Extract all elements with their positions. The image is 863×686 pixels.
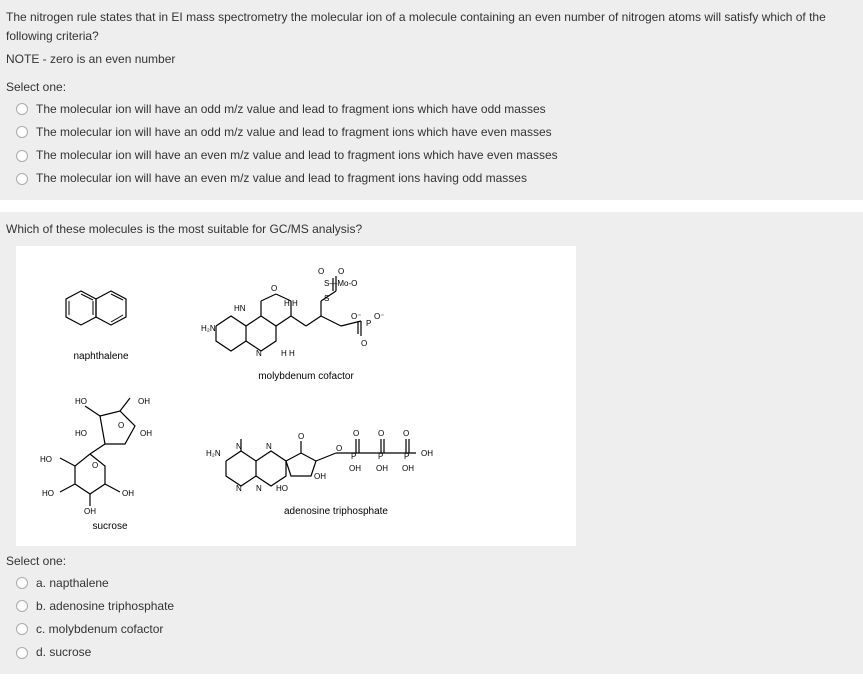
svg-text:O: O: [271, 284, 277, 293]
radio-icon[interactable]: [16, 600, 28, 612]
atp-structure-icon: H₂N N N N N HO OH O O O O O P P P OH OH …: [206, 401, 466, 501]
svg-text:OH: OH: [314, 472, 326, 481]
svg-text:P: P: [351, 452, 356, 461]
q2-option-label: a. napthalene: [36, 574, 109, 593]
svg-text:N: N: [236, 442, 242, 451]
svg-text:O: O: [298, 432, 304, 441]
svg-text:H H: H H: [281, 349, 295, 358]
svg-text:OH: OH: [421, 449, 433, 458]
q1-option-2[interactable]: The molecular ion will have an even m/z …: [6, 144, 857, 167]
svg-text:O: O: [92, 461, 98, 470]
q2-option-c[interactable]: c. molybdenum cofactor: [6, 618, 857, 641]
svg-text:HO: HO: [40, 455, 52, 464]
q1-option-label: The molecular ion will have an odd m/z v…: [36, 100, 546, 119]
molecule-moco: H₂N HN O H H N H H O O S—Mo-O S O⁻ P O⁻ …: [196, 256, 416, 382]
sucrose-label: sucrose: [30, 521, 190, 532]
svg-text:P: P: [404, 452, 409, 461]
svg-text:S: S: [324, 294, 329, 303]
svg-text:OH: OH: [122, 489, 134, 498]
svg-text:P: P: [366, 319, 371, 328]
svg-text:OH: OH: [349, 464, 361, 473]
svg-text:S—Mo-O: S—Mo-O: [324, 279, 357, 288]
svg-text:O: O: [361, 339, 367, 348]
svg-text:O⁻: O⁻: [374, 312, 384, 321]
q1-option-label: The molecular ion will have an even m/z …: [36, 169, 527, 188]
svg-text:HO: HO: [75, 429, 87, 438]
q2-option-label: c. molybdenum cofactor: [36, 620, 163, 639]
radio-icon[interactable]: [16, 647, 28, 659]
svg-text:H H: H H: [284, 299, 298, 308]
atp-label: adenosine triphosphate: [206, 506, 466, 517]
sucrose-structure-icon: HO OH HO OH O HO O HO OH OH: [30, 386, 190, 516]
svg-text:O: O: [353, 429, 359, 438]
radio-icon[interactable]: [16, 623, 28, 635]
radio-icon[interactable]: [16, 150, 28, 162]
q2-option-label: d. sucrose: [36, 643, 91, 662]
svg-text:N: N: [266, 442, 272, 451]
radio-icon[interactable]: [16, 577, 28, 589]
radio-icon[interactable]: [16, 173, 28, 185]
svg-text:OH: OH: [138, 397, 150, 406]
svg-text:O⁻: O⁻: [351, 312, 361, 321]
svg-text:OH: OH: [402, 464, 414, 473]
q2-text: Which of these molecules is the most sui…: [6, 220, 857, 239]
molecule-naphthalene: naphthalene: [46, 286, 156, 362]
molecule-image-panel: naphthalene: [16, 246, 576, 546]
svg-text:N: N: [256, 349, 262, 358]
radio-icon[interactable]: [16, 103, 28, 115]
svg-text:O: O: [403, 429, 409, 438]
q2-option-d[interactable]: d. sucrose: [6, 641, 857, 664]
q1-option-1[interactable]: The molecular ion will have an odd m/z v…: [6, 121, 857, 144]
svg-text:O: O: [378, 429, 384, 438]
moco-structure-icon: H₂N HN O H H N H H O O S—Mo-O S O⁻ P O⁻ …: [196, 256, 416, 366]
svg-text:H₂N: H₂N: [206, 449, 221, 458]
q1-note: NOTE - zero is an even number: [6, 50, 857, 69]
q1-select-label: Select one:: [6, 80, 857, 94]
q1-option-0[interactable]: The molecular ion will have an odd m/z v…: [6, 98, 857, 121]
svg-text:H₂N: H₂N: [201, 324, 216, 333]
q2-option-b[interactable]: b. adenosine triphosphate: [6, 595, 857, 618]
svg-text:O: O: [338, 267, 344, 276]
svg-text:HO: HO: [42, 489, 54, 498]
svg-text:OH: OH: [140, 429, 152, 438]
svg-text:HN: HN: [234, 304, 246, 313]
q2-select-label: Select one:: [6, 554, 857, 568]
svg-text:OH: OH: [84, 507, 96, 516]
molecule-atp: H₂N N N N N HO OH O O O O O P P P OH OH …: [206, 401, 466, 517]
svg-text:OH: OH: [376, 464, 388, 473]
radio-icon[interactable]: [16, 126, 28, 138]
svg-text:N: N: [236, 484, 242, 493]
moco-label: molybdenum cofactor: [196, 371, 416, 382]
naphthalene-label: naphthalene: [46, 351, 156, 362]
svg-text:N: N: [256, 484, 262, 493]
q2-option-a[interactable]: a. napthalene: [6, 572, 857, 595]
q2-option-label: b. adenosine triphosphate: [36, 597, 174, 616]
q1-option-3[interactable]: The molecular ion will have an even m/z …: [6, 167, 857, 190]
q1-option-label: The molecular ion will have an odd m/z v…: [36, 123, 552, 142]
question-2: Which of these molecules is the most sui…: [0, 212, 863, 674]
svg-text:O: O: [118, 421, 124, 430]
q1-option-label: The molecular ion will have an even m/z …: [36, 146, 558, 165]
svg-text:P: P: [378, 452, 383, 461]
naphthalene-structure-icon: [46, 286, 156, 346]
svg-text:O: O: [336, 444, 342, 453]
molecule-sucrose: HO OH HO OH O HO O HO OH OH sucrose: [30, 386, 190, 532]
svg-text:O: O: [318, 267, 324, 276]
svg-text:HO: HO: [75, 397, 87, 406]
svg-text:HO: HO: [276, 484, 288, 493]
q1-text: The nitrogen rule states that in EI mass…: [6, 8, 857, 46]
question-1: The nitrogen rule states that in EI mass…: [0, 0, 863, 200]
